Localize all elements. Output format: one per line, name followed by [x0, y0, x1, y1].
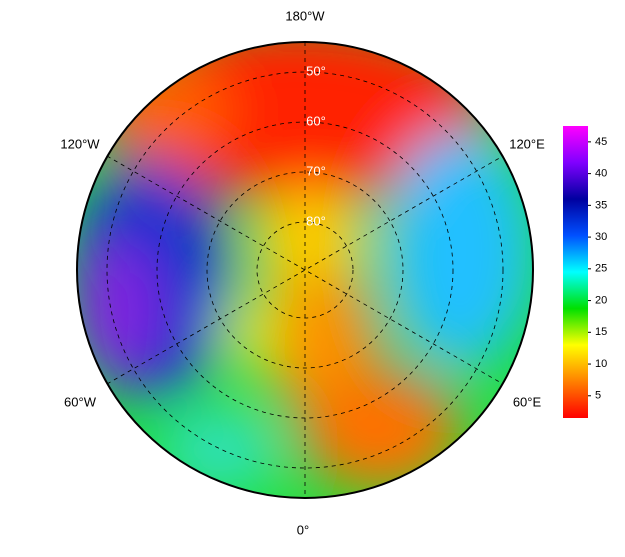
colorbar-tick-label: 15 — [595, 326, 607, 338]
longitude-label: 180°W — [285, 8, 325, 23]
colorbar-tick-label: 45 — [595, 136, 607, 148]
colorbar-tick-label: 30 — [595, 231, 607, 243]
longitude-label: 0° — [297, 522, 309, 537]
colorbar: 5 10 15 20 25 30 35 40 45 — [563, 126, 607, 418]
colorbar-tick-label: 20 — [595, 294, 607, 306]
longitude-label: 60°E — [513, 394, 542, 409]
map-border — [76, 41, 534, 499]
graticule — [106, 42, 504, 498]
longitude-label: 120°W — [60, 136, 100, 151]
colorbar-tick-label: 35 — [595, 199, 607, 211]
colorbar-tick-label: 40 — [595, 168, 607, 180]
colorbar-tick-label: 5 — [595, 390, 601, 402]
latitude-label: 70° — [306, 163, 326, 178]
latitude-label: 50° — [306, 63, 326, 78]
longitude-label: 120°E — [509, 136, 545, 151]
latitude-label: 60° — [306, 113, 326, 128]
latitude-label: 80° — [306, 213, 326, 228]
colorbar-tick-label: 10 — [595, 358, 607, 370]
longitude-label: 60°W — [64, 394, 97, 409]
colorbar-tick-label: 25 — [595, 263, 607, 275]
colorbar-ramp — [563, 126, 588, 418]
